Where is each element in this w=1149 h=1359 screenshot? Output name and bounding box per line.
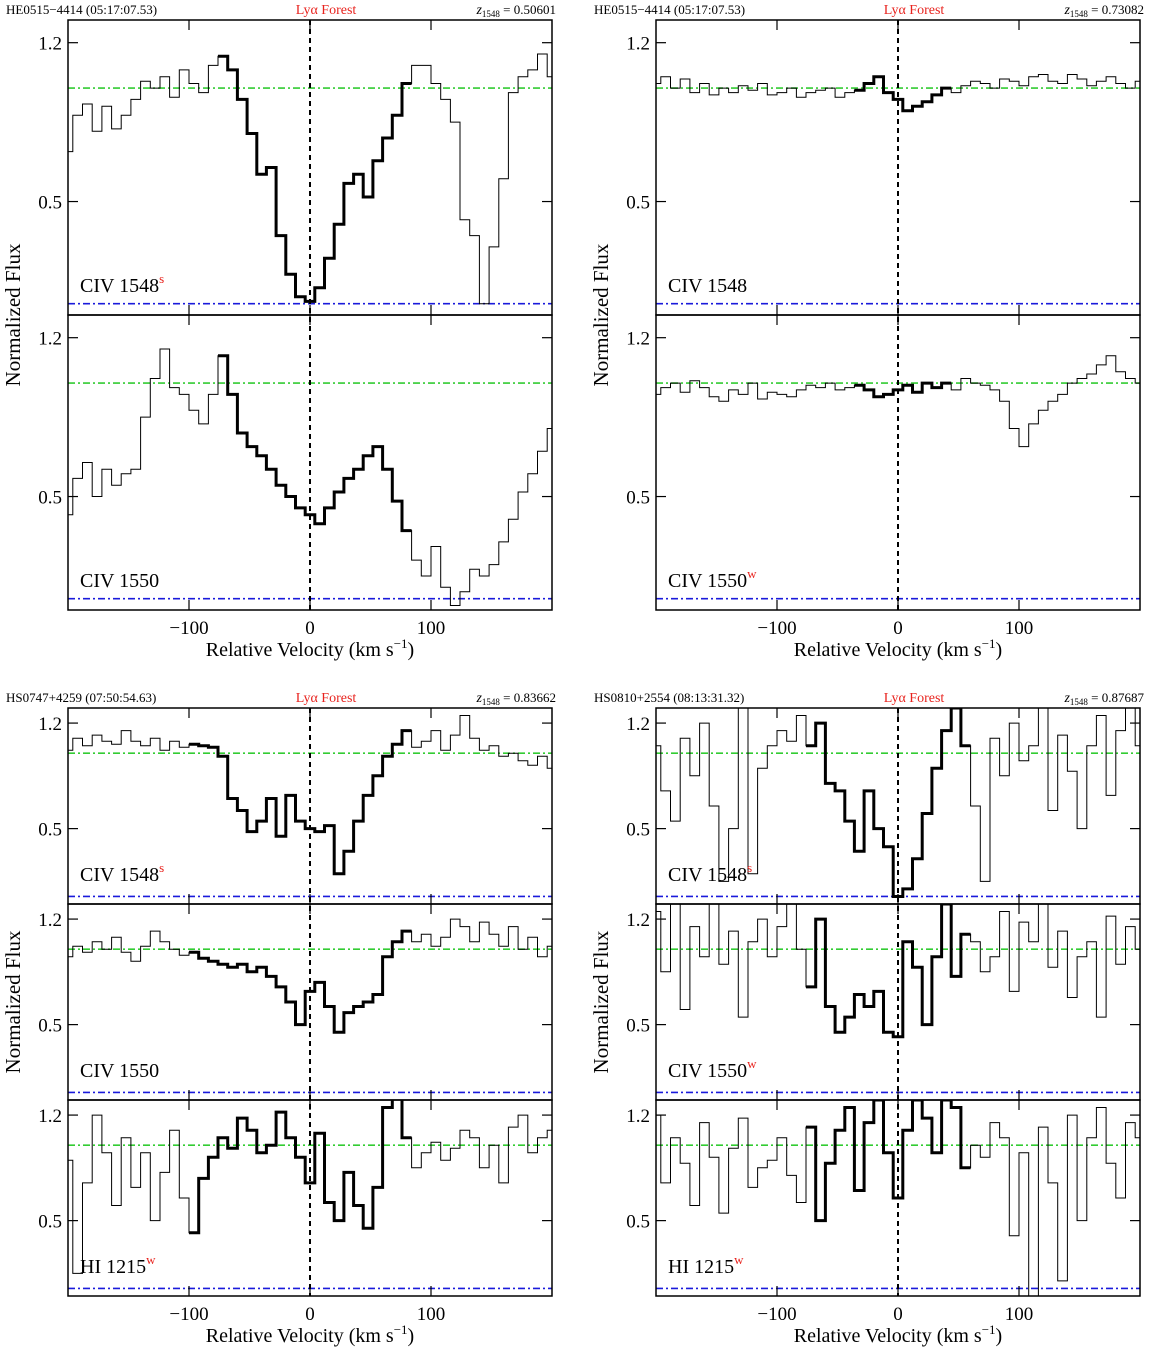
- x-tick-label: 100: [417, 618, 446, 639]
- redshift-label: z1548 = 0.50601: [475, 2, 556, 19]
- x-tick-label: 0: [893, 1304, 903, 1325]
- y-tick-label: 0.5: [626, 820, 650, 841]
- line-label: CIV 1550w: [668, 1056, 757, 1082]
- integration-region: [218, 354, 412, 533]
- line-label: CIV 1550w: [668, 566, 757, 592]
- redshift-label: z1548 = 0.73082: [1063, 2, 1144, 19]
- y-tick-label: 0.5: [38, 193, 62, 214]
- integration-region: [854, 381, 952, 399]
- x-tick-label: 100: [417, 1304, 446, 1325]
- x-tick-label: −100: [757, 1304, 796, 1325]
- x-tick-label: −100: [169, 618, 208, 639]
- line-label: HI 1215w: [80, 1252, 156, 1278]
- y-axis-label: Normalized Flux: [1, 243, 25, 386]
- y-tick-label: 0.5: [626, 193, 650, 214]
- x-tick-label: 0: [893, 618, 903, 639]
- y-tick-label: 0.5: [626, 1212, 650, 1233]
- y-tick-label: 0.5: [38, 1016, 62, 1037]
- line-label: CIV 1548s: [80, 271, 164, 297]
- chart-panel-bottom-right: HS0810+2554 (08:13:31.32) Lyα Forest z1548…: [589, 690, 1144, 1347]
- integration-region: [806, 708, 971, 898]
- integration-region: [189, 929, 412, 1034]
- sightline-label: HS0810+2554 (08:13:31.32): [594, 690, 744, 705]
- redshift-label: z1548 = 0.83662: [475, 690, 556, 707]
- line-label: CIV 1548: [668, 275, 747, 297]
- x-axis-label: Relative Velocity (km s−1): [794, 636, 1002, 661]
- y-tick-label: 0.5: [38, 1212, 62, 1233]
- x-tick-label: 100: [1005, 618, 1034, 639]
- y-tick-label: 0.5: [38, 488, 62, 509]
- subpanel-civ-1550: 0.5 1.2 CIV 1550w: [626, 314, 1141, 611]
- x-axis-label: Relative Velocity (km s−1): [206, 1322, 414, 1347]
- y-tick-label: 0.5: [626, 488, 650, 509]
- line-label: CIV 1548s: [80, 860, 164, 886]
- subpanel-hi-1215: 0.5 1.2 HI 1215w: [38, 1099, 553, 1297]
- chart-panel-top-right: HE0515−4414 (05:17:07.53) Lyα Forest z1548…: [589, 2, 1144, 661]
- flux-spectrum: [68, 348, 552, 606]
- integration-region: [218, 54, 412, 303]
- sightline-label: HE0515−4414 (05:17:07.53): [594, 2, 745, 17]
- sightline-label: HE0515−4414 (05:17:07.53): [6, 2, 157, 17]
- y-tick-label: 1.2: [626, 714, 650, 735]
- x-tick-label: 100: [1005, 1304, 1034, 1325]
- subpanel-civ-1550: 0.5 1.2 CIV 1550w: [626, 903, 1141, 1101]
- y-tick-label: 1.2: [38, 1106, 62, 1127]
- integration-region: [854, 75, 952, 113]
- line-label: CIV 1548s: [668, 860, 752, 886]
- subpanel-civ-1548: 0.5 1.2 CIV 1548s: [38, 707, 553, 905]
- x-tick-label: −100: [169, 1304, 208, 1325]
- x-axis-label: Relative Velocity (km s−1): [206, 636, 414, 661]
- subpanel-civ-1550: 0.5 1.2 CIV 1550: [38, 314, 553, 611]
- x-tick-label: −100: [757, 618, 796, 639]
- line-label: CIV 1550: [80, 1060, 159, 1082]
- subpanel-civ-1548: 0.5 1.2 CIV 1548s: [626, 707, 1141, 905]
- x-tick-label: 0: [305, 618, 315, 639]
- redshift-label: z1548 = 0.87687: [1063, 690, 1144, 707]
- y-axis-label: Normalized Flux: [1, 930, 25, 1073]
- sightline-label: HS0747+4259 (07:50:54.63): [6, 690, 156, 705]
- integration-region: [806, 1100, 971, 1223]
- y-axis-label: Normalized Flux: [589, 243, 613, 386]
- y-tick-label: 1.2: [38, 714, 62, 735]
- line-label: HI 1215w: [668, 1252, 744, 1278]
- subpanel-hi-1215: 0.5 1.2 HI 1215w: [626, 1099, 1141, 1297]
- integration-region: [189, 729, 412, 876]
- region-label: Lyα Forest: [296, 3, 357, 18]
- y-tick-label: 1.2: [38, 910, 62, 931]
- subpanel-civ-1548: 0.5 1.2 CIV 1548s: [38, 19, 553, 316]
- x-axis-label: Relative Velocity (km s−1): [794, 1322, 1002, 1347]
- subpanel-civ-1550: 0.5 1.2 CIV 1550: [38, 903, 553, 1101]
- region-label: Lyα Forest: [884, 691, 945, 706]
- integration-region: [189, 1100, 412, 1235]
- subpanel-civ-1548: 0.5 1.2 CIV 1548: [626, 19, 1141, 316]
- y-tick-label: 1.2: [38, 34, 62, 55]
- integration-region: [806, 904, 971, 1039]
- y-tick-label: 1.2: [38, 329, 62, 350]
- y-tick-label: 1.2: [626, 1106, 650, 1127]
- chart-panel-bottom-left: HS0747+4259 (07:50:54.63) Lyα Forest z1548…: [1, 690, 556, 1347]
- y-tick-label: 1.2: [626, 910, 650, 931]
- y-tick-label: 0.5: [38, 820, 62, 841]
- x-tick-label: 0: [305, 1304, 315, 1325]
- y-tick-label: 1.2: [626, 34, 650, 55]
- region-label: Lyα Forest: [296, 691, 357, 706]
- y-axis-label: Normalized Flux: [589, 930, 613, 1073]
- y-tick-label: 0.5: [626, 1016, 650, 1037]
- y-tick-label: 1.2: [626, 329, 650, 350]
- chart-panel-top-left: HE0515−4414 (05:17:07.53) Lyα Forest z1548…: [1, 2, 556, 661]
- region-label: Lyα Forest: [884, 3, 945, 18]
- line-label: CIV 1550: [80, 570, 159, 592]
